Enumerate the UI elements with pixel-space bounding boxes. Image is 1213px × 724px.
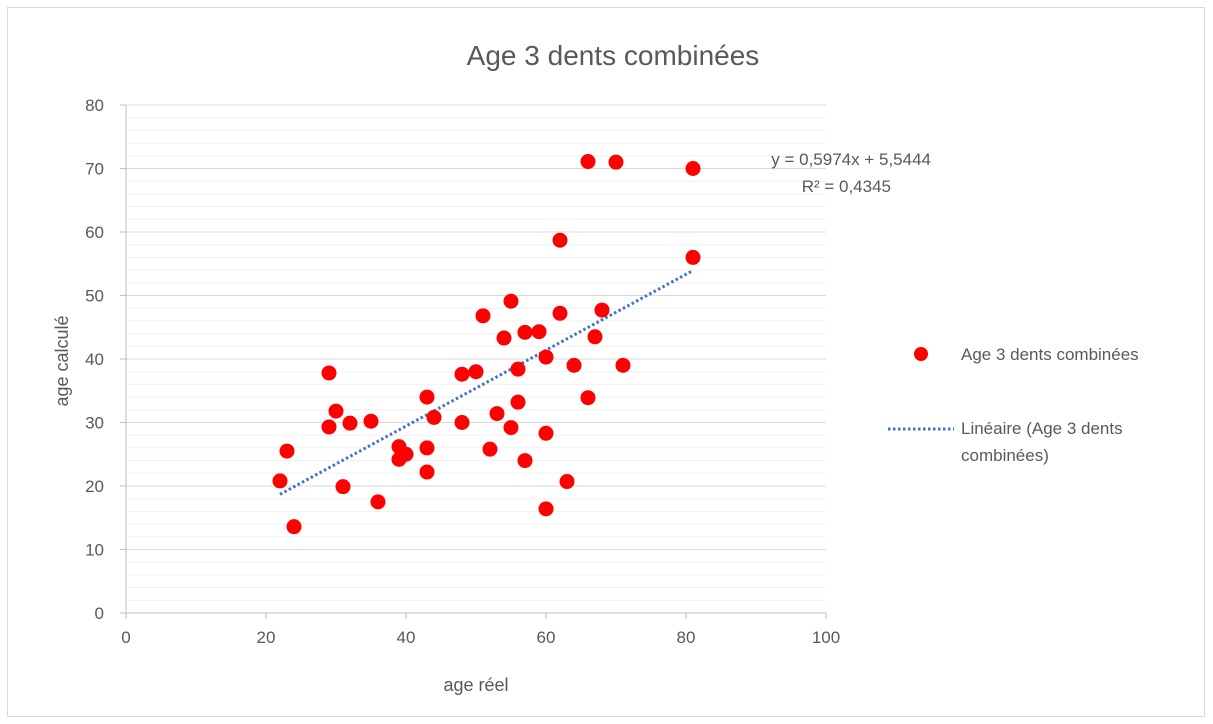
data-point — [321, 419, 337, 435]
data-point — [426, 409, 442, 425]
y-tick-label: 20 — [85, 477, 104, 496]
data-point — [454, 415, 470, 430]
data-point — [510, 361, 526, 377]
data-point — [398, 446, 414, 462]
data-point — [580, 390, 596, 406]
data-point — [510, 394, 526, 410]
data-point — [559, 474, 575, 490]
data-point — [482, 441, 498, 457]
data-point — [454, 366, 470, 382]
points-layer — [272, 154, 701, 535]
data-point — [468, 364, 484, 380]
data-point — [503, 420, 519, 436]
legend: Age 3 dents combinées Linéaire (Age 3 de… — [888, 345, 1139, 465]
trendline-layer — [279, 269, 694, 496]
x-tick-label: 0 — [121, 628, 130, 647]
legend-label-scatter: Age 3 dents combinées — [961, 345, 1139, 364]
data-point — [538, 349, 554, 365]
data-point — [594, 302, 610, 318]
data-point — [566, 357, 582, 373]
axes-layer — [120, 104, 827, 619]
data-point — [475, 308, 491, 324]
x-axis-label: age réel — [443, 675, 508, 695]
data-point — [419, 389, 435, 405]
y-tick-label: 40 — [85, 350, 104, 369]
ticks-layer: 0 10 20 30 40 50 60 70 80 0 20 40 60 80 100 — [85, 96, 840, 647]
data-point — [552, 305, 568, 321]
data-point — [342, 415, 358, 431]
data-point — [517, 453, 533, 469]
x-tick-label: 60 — [537, 628, 556, 647]
data-point — [685, 161, 701, 176]
legend-marker-scatter — [914, 347, 928, 361]
x-tick-label: 20 — [257, 628, 276, 647]
data-point — [272, 473, 288, 489]
data-point — [279, 443, 295, 459]
data-point — [587, 329, 603, 345]
grid-layer — [126, 104, 826, 601]
y-tick-label: 70 — [85, 160, 104, 179]
data-point — [531, 324, 547, 340]
x-tick-label: 80 — [677, 628, 696, 647]
trendline-r2: R² = 0,4345 — [802, 177, 891, 196]
data-point — [580, 154, 596, 170]
y-tick-label: 10 — [85, 541, 104, 560]
data-point — [608, 154, 624, 170]
data-point — [328, 403, 344, 419]
data-point — [419, 464, 435, 480]
trendline-equation: y = 0,5974x + 5,5444 — [771, 150, 931, 169]
y-tick-label: 60 — [85, 223, 104, 242]
chart-title: Age 3 dents combinées — [467, 40, 760, 71]
data-point — [615, 357, 631, 373]
data-point — [496, 330, 512, 346]
data-point — [552, 232, 568, 248]
y-tick-label: 50 — [85, 287, 104, 306]
x-tick-label: 40 — [397, 628, 416, 647]
chart-svg: Age 3 dents combinées 010203040506070800… — [52, 40, 1139, 695]
data-point — [538, 501, 554, 517]
legend-label-trendline: Linéaire (Age 3 dents — [961, 419, 1123, 438]
y-tick-label: 80 — [85, 96, 104, 115]
legend-label-trendline-line2: combinées) — [961, 446, 1049, 465]
data-point — [370, 494, 386, 510]
data-point — [503, 293, 519, 309]
y-tick-label: 30 — [85, 414, 104, 433]
y-tick-label: 0 — [95, 604, 104, 623]
data-point — [321, 365, 337, 381]
data-point — [363, 413, 379, 429]
data-point — [489, 406, 505, 422]
data-point — [335, 479, 351, 495]
x-tick-label: 100 — [812, 628, 840, 647]
trendline — [279, 269, 694, 496]
data-point — [685, 249, 701, 265]
data-point — [286, 519, 302, 535]
data-point — [419, 440, 435, 456]
data-point — [517, 324, 533, 340]
y-axis-label: age calculé — [52, 315, 72, 406]
chart-frame: Age 3 dents combinées 0 10 20 30 40 50 60 70 80 0… — [7, 7, 1205, 717]
data-point — [538, 425, 554, 441]
